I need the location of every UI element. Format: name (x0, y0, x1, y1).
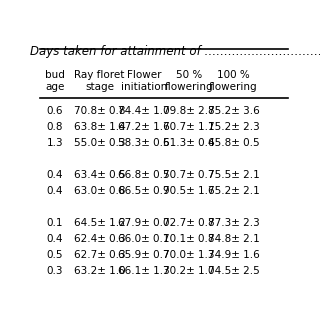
Text: 66.8± 0.5: 66.8± 0.5 (118, 170, 170, 180)
Text: 70.2± 1.0: 70.2± 1.0 (163, 266, 214, 276)
Text: 70.8± 0.8: 70.8± 0.8 (74, 106, 125, 116)
Text: 67.2± 1.6: 67.2± 1.6 (118, 122, 170, 132)
Text: 63.4± 0.5: 63.4± 0.5 (74, 170, 125, 180)
Text: 75.5± 2.1: 75.5± 2.1 (208, 170, 259, 180)
Text: 0.5: 0.5 (47, 250, 63, 260)
Text: bud
age: bud age (45, 70, 65, 92)
Text: 66.1± 1.3: 66.1± 1.3 (118, 266, 170, 276)
Text: 1.3: 1.3 (47, 138, 63, 148)
Text: Flower
initiation: Flower initiation (121, 70, 167, 92)
Text: 0.1: 0.1 (47, 218, 63, 228)
Text: 85.2± 3.6: 85.2± 3.6 (208, 106, 259, 116)
Text: 74.4± 1.0: 74.4± 1.0 (118, 106, 170, 116)
Text: 0.4: 0.4 (47, 170, 63, 180)
Text: 65.9± 0.7: 65.9± 0.7 (118, 250, 170, 260)
Text: 70.5± 1.6: 70.5± 1.6 (163, 186, 215, 196)
Text: 70.1± 0.8: 70.1± 0.8 (163, 234, 214, 244)
Text: 58.3± 0.5: 58.3± 0.5 (118, 138, 170, 148)
Text: 72.7± 0.8: 72.7± 0.8 (163, 218, 215, 228)
Text: Days taken for attainment of …………………………: Days taken for attainment of ………………………… (30, 44, 320, 58)
Text: 77.3± 2.3: 77.3± 2.3 (208, 218, 259, 228)
Text: 65.8± 0.5: 65.8± 0.5 (208, 138, 259, 148)
Text: 75.2± 2.1: 75.2± 2.1 (208, 186, 259, 196)
Text: 0.3: 0.3 (47, 266, 63, 276)
Text: 74.5± 2.5: 74.5± 2.5 (208, 266, 259, 276)
Text: 70.7± 0.7: 70.7± 0.7 (163, 170, 214, 180)
Text: 70.0± 1.3: 70.0± 1.3 (163, 250, 214, 260)
Text: 50 %
flowering: 50 % flowering (164, 70, 213, 92)
Text: 61.3± 0.4: 61.3± 0.4 (163, 138, 215, 148)
Text: 74.8± 2.1: 74.8± 2.1 (208, 234, 259, 244)
Text: 79.8± 2.7: 79.8± 2.7 (163, 106, 215, 116)
Text: 0.4: 0.4 (47, 234, 63, 244)
Text: 55.0± 0.3: 55.0± 0.3 (74, 138, 125, 148)
Text: 66.5± 0.9: 66.5± 0.9 (118, 186, 170, 196)
Text: 67.9± 0.0: 67.9± 0.0 (118, 218, 170, 228)
Text: 62.7± 0.3: 62.7± 0.3 (74, 250, 125, 260)
Text: 75.2± 2.3: 75.2± 2.3 (208, 122, 259, 132)
Text: 74.9± 1.6: 74.9± 1.6 (208, 250, 259, 260)
Text: 0.8: 0.8 (47, 122, 63, 132)
Text: 63.8± 1.4: 63.8± 1.4 (74, 122, 125, 132)
Text: 100 %
flowering: 100 % flowering (209, 70, 258, 92)
Text: 62.4± 0.3: 62.4± 0.3 (74, 234, 125, 244)
Text: 70.7± 1.1: 70.7± 1.1 (163, 122, 215, 132)
Text: Ray floret
stage: Ray floret stage (74, 70, 125, 92)
Text: 0.4: 0.4 (47, 186, 63, 196)
Text: 63.0± 0.8: 63.0± 0.8 (74, 186, 125, 196)
Text: 66.0± 0.1: 66.0± 0.1 (118, 234, 170, 244)
Text: 63.2± 1.0: 63.2± 1.0 (74, 266, 125, 276)
Text: 64.5± 1.2: 64.5± 1.2 (74, 218, 125, 228)
Text: 0.6: 0.6 (47, 106, 63, 116)
